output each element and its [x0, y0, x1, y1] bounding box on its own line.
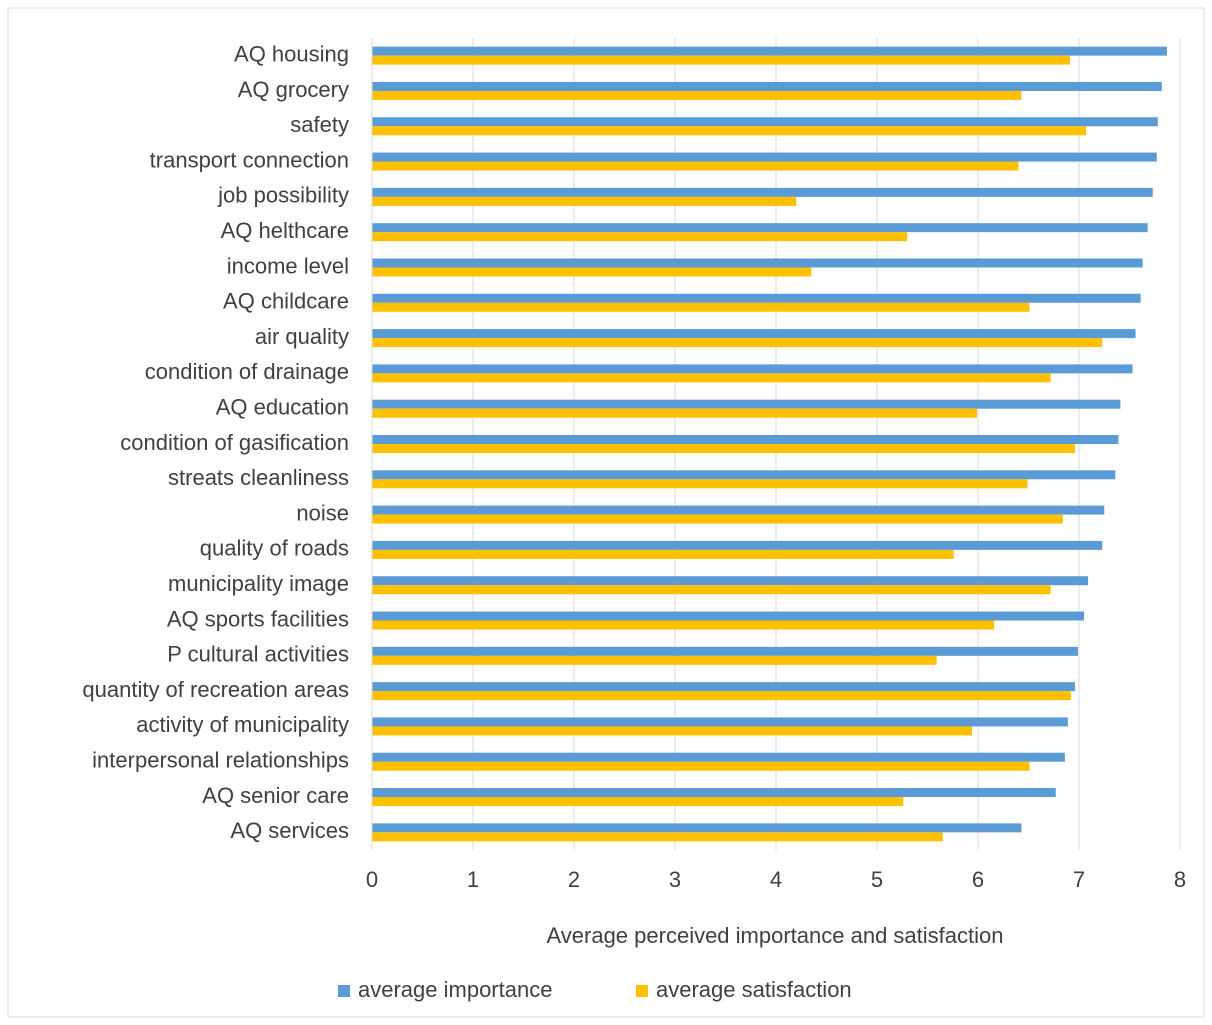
- y-tick-label: AQ helthcare: [221, 218, 349, 243]
- y-tick-label: AQ grocery: [238, 77, 349, 102]
- bar: [372, 90, 1022, 100]
- x-tick-label: 2: [568, 867, 580, 892]
- bar: [372, 797, 904, 807]
- bar: [372, 196, 797, 206]
- bar: [372, 161, 1019, 171]
- bar: [372, 549, 954, 559]
- bar: [372, 726, 972, 736]
- y-tick-label: interpersonal relationships: [92, 748, 349, 773]
- bar: [372, 267, 812, 277]
- y-tick-label: noise: [296, 500, 349, 525]
- bar: [372, 691, 1071, 701]
- y-tick-label: AQ education: [216, 395, 349, 420]
- bar: [372, 408, 977, 418]
- bar: [372, 514, 1063, 524]
- bar: [372, 479, 1028, 489]
- y-tick-label: AQ housing: [234, 41, 349, 66]
- bar: [372, 832, 943, 842]
- x-tick-label: 0: [366, 867, 378, 892]
- bar: [372, 117, 1158, 127]
- bar: [372, 611, 1085, 621]
- bar: [372, 823, 1022, 833]
- y-tick-label: municipality image: [168, 571, 349, 596]
- bar: [372, 258, 1143, 268]
- bar: [372, 126, 1087, 136]
- bar: [372, 373, 1051, 383]
- y-tick-label: streats cleanliness: [168, 465, 349, 490]
- y-tick-label: transport connection: [150, 147, 349, 172]
- bar: [372, 646, 1078, 656]
- legend-label: average importance: [358, 977, 552, 1002]
- bar: [372, 293, 1141, 303]
- bar: [372, 399, 1121, 409]
- bar: [372, 364, 1133, 374]
- bar: [372, 752, 1065, 762]
- y-tick-label: AQ senior care: [202, 783, 349, 808]
- bar: [372, 435, 1119, 444]
- x-tick-label: 5: [871, 867, 883, 892]
- bar: [372, 788, 1056, 798]
- bar: [372, 223, 1148, 233]
- y-tick-label: income level: [227, 253, 349, 278]
- x-tick-label: 4: [770, 867, 782, 892]
- y-tick-label: quality of roads: [200, 536, 349, 561]
- bar: [372, 46, 1167, 56]
- bar: [372, 682, 1075, 692]
- y-tick-label: condition of gasification: [120, 430, 349, 455]
- bar: [372, 717, 1068, 727]
- bar: [372, 444, 1075, 453]
- bar: [372, 302, 1030, 312]
- bar: [372, 761, 1030, 771]
- bar: [372, 338, 1103, 348]
- y-tick-label: AQ childcare: [223, 289, 349, 314]
- y-tick-label: condition of drainage: [145, 359, 349, 384]
- bar: [372, 540, 1103, 550]
- bar: [372, 576, 1089, 586]
- x-tick-label: 1: [467, 867, 479, 892]
- x-axis-title: Average perceived importance and satisfa…: [547, 923, 1004, 948]
- legend-label: average satisfaction: [656, 977, 852, 1002]
- y-tick-label: air quality: [255, 324, 349, 349]
- y-tick-label: safety: [290, 112, 349, 137]
- bar: [372, 620, 995, 630]
- y-tick-label: AQ sports facilities: [167, 606, 349, 631]
- legend-swatch: [636, 985, 648, 997]
- bar: [372, 585, 1051, 595]
- x-tick-label: 6: [972, 867, 984, 892]
- bar: [372, 505, 1105, 515]
- bar: [372, 232, 908, 242]
- y-tick-label: AQ services: [230, 818, 349, 843]
- bar: [372, 329, 1136, 339]
- bar: [372, 152, 1157, 162]
- x-tick-label: 8: [1174, 867, 1186, 892]
- bar: [372, 55, 1070, 65]
- bar: [372, 187, 1153, 197]
- y-tick-label: quantity of recreation areas: [82, 677, 349, 702]
- bar: [372, 470, 1116, 480]
- y-tick-label: activity of municipality: [136, 712, 349, 737]
- x-tick-label: 7: [1073, 867, 1085, 892]
- x-tick-label: 3: [669, 867, 681, 892]
- y-tick-label: job possibility: [217, 183, 349, 208]
- legend-swatch: [338, 985, 350, 997]
- bar: [372, 655, 937, 665]
- y-tick-label: P cultural activities: [167, 642, 349, 667]
- bar: [372, 81, 1162, 91]
